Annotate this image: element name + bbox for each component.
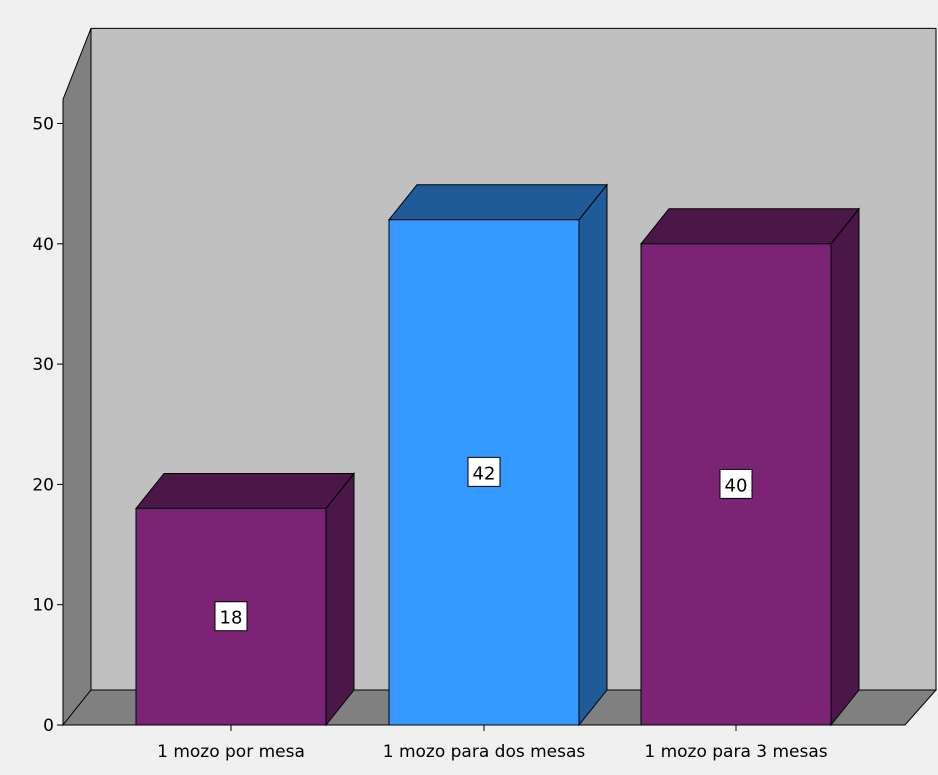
y-tick-label: 0 bbox=[43, 716, 54, 736]
y-tick-label: 20 bbox=[32, 475, 54, 495]
side-wall bbox=[62, 28, 92, 727]
bar-top bbox=[387, 184, 609, 221]
y-tick-label: 40 bbox=[32, 235, 54, 255]
bar: 40 bbox=[639, 207, 861, 727]
x-axis: 1 mozo por mesa 1 mozo para dos mesas 1 mo… bbox=[63, 724, 905, 762]
y-axis: 0 10 20 30 40 50 bbox=[32, 99, 64, 736]
bar-top bbox=[134, 472, 356, 509]
data-label-box bbox=[467, 456, 501, 487]
data-label-box bbox=[719, 468, 753, 499]
data-label: 42 bbox=[473, 463, 496, 484]
bar-side bbox=[325, 472, 355, 727]
bar-side bbox=[830, 207, 860, 727]
data-label: 40 bbox=[725, 475, 748, 496]
x-tick-label: 1 mozo para dos mesas bbox=[383, 742, 586, 762]
bars: 18 42 40 bbox=[134, 183, 861, 727]
y-tick-label: 30 bbox=[32, 355, 54, 375]
y-tick-label: 10 bbox=[32, 596, 54, 616]
bar: 42 bbox=[387, 183, 609, 727]
bar-top bbox=[639, 208, 861, 245]
bar: 18 bbox=[134, 472, 356, 727]
bar-side bbox=[578, 183, 608, 727]
data-label-box bbox=[214, 601, 248, 632]
x-tick-label: 1 mozo para 3 mesas bbox=[644, 742, 827, 762]
x-tick-label: 1 mozo por mesa bbox=[157, 742, 305, 762]
data-label: 18 bbox=[220, 608, 243, 629]
y-tick-label: 50 bbox=[32, 115, 54, 135]
